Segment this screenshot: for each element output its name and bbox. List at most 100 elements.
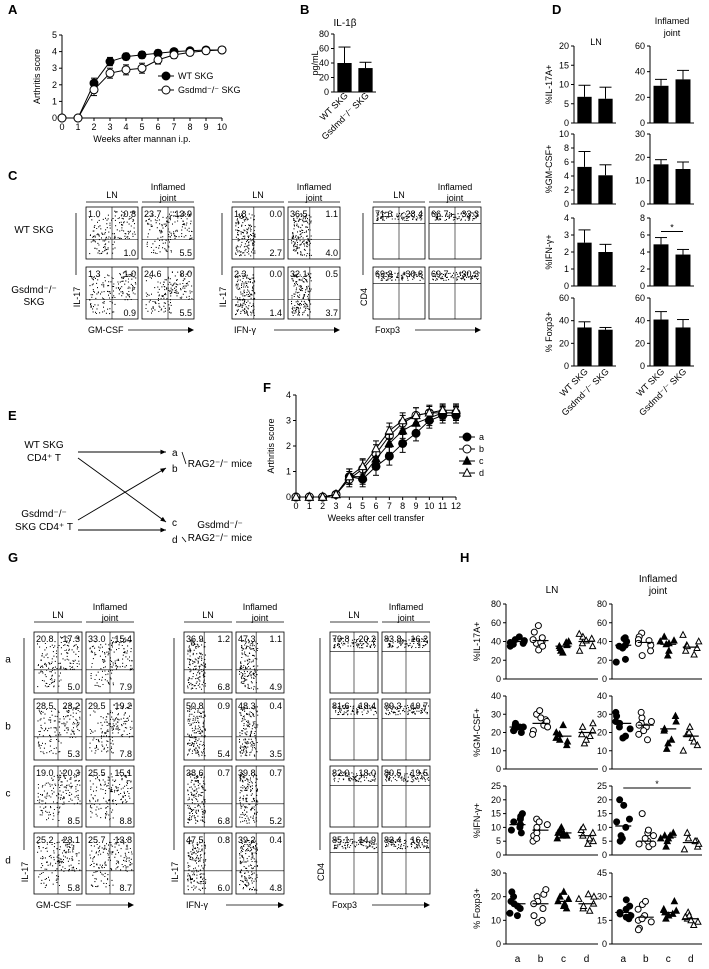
event-dots — [187, 839, 207, 891]
donor-label: WT SKG — [24, 440, 63, 451]
scatter-H-7: 0 15 30 45 — [597, 868, 702, 949]
column-header: LN — [52, 610, 64, 620]
quadrant-value-ul: 80.5 — [384, 768, 402, 778]
column-header: LN — [348, 610, 360, 620]
x-axis-label: GM-CSF — [88, 325, 124, 335]
y-tick-label: 20 — [491, 655, 501, 665]
event-dots — [235, 213, 256, 257]
row-label: Gsdmd⁻/⁻ — [11, 285, 57, 296]
bar — [653, 244, 669, 286]
data-point — [304, 491, 315, 501]
data-point — [562, 904, 571, 912]
flow-plot: 29.5 19.2 7.8 — [85, 698, 135, 761]
data-point — [560, 899, 569, 907]
data-point — [121, 65, 131, 75]
event-dots — [385, 838, 429, 850]
event-dots — [385, 771, 430, 783]
y-tick-label: 1 — [286, 467, 291, 477]
data-point — [530, 628, 538, 636]
y-tick-label: 0 — [52, 113, 57, 123]
y-tick-label: 40 — [559, 316, 569, 326]
event-dots — [333, 838, 377, 850]
y-tick-label: 3 — [564, 230, 569, 240]
y-tick-label: 2 — [640, 264, 645, 274]
y-tick-label: 15 — [597, 915, 607, 925]
bracket — [181, 536, 187, 543]
quadrant-value-ul: 39.2 — [238, 835, 256, 845]
x-tick-label: c — [561, 954, 566, 965]
data-point — [137, 63, 147, 73]
y-tick-label: 40 — [491, 637, 501, 647]
x-tick-label: 12 — [451, 501, 461, 511]
y-tick-label: 0 — [602, 939, 607, 949]
flow-plot: 23.7 13.9 5.5 — [141, 206, 195, 260]
data-point — [411, 409, 421, 420]
quadrant-value-ur: 1.2 — [217, 634, 230, 644]
quadrant-value-ur: 33.3 — [461, 209, 479, 219]
column-header: joint — [251, 613, 269, 623]
quadrant-value-ul: 47.3 — [238, 634, 256, 644]
quadrant-value-ul: 85.1 — [332, 835, 350, 845]
quadrant-value-lr: 5.3 — [67, 749, 80, 759]
arrow-line — [77, 467, 167, 521]
scatter-H-0: 0 20 40 60 80 %IL-17A+ — [472, 599, 598, 684]
x-tick-label: 3 — [107, 122, 112, 132]
flow-plot: 1.0 0.8 1.0 — [85, 206, 139, 260]
event-dots — [187, 639, 207, 690]
data-point — [556, 892, 564, 900]
y-tick-label: 0 — [496, 764, 501, 774]
bracket — [181, 451, 187, 465]
data-point — [683, 828, 692, 836]
data-point — [384, 451, 394, 461]
quadrant-value-ur: 13.8 — [114, 835, 132, 845]
y-tick-label: 0 — [640, 118, 645, 128]
data-point — [612, 658, 620, 666]
data-point — [660, 726, 668, 734]
x-tick-label: c — [666, 954, 671, 965]
flow-plot: 66.7 33.3 — [428, 206, 482, 260]
quadrant-value-lr: 7.9 — [119, 682, 132, 692]
data-point — [679, 746, 688, 754]
flow-plot: 33.0 15.4 7.9 — [85, 631, 135, 694]
data-point — [506, 909, 514, 917]
x-tick-label: 4 — [123, 122, 128, 132]
quadrant-value-ul: 81.6 — [332, 701, 350, 711]
legend-label: c — [479, 456, 484, 466]
column-header: joint — [397, 613, 415, 623]
x-tick-label: 0 — [293, 501, 298, 511]
data-point — [622, 896, 630, 904]
arrow-head — [128, 902, 134, 908]
quadrant-value-ur: 0.5 — [325, 269, 338, 279]
x-tick-label: 1 — [307, 501, 312, 511]
bar — [598, 98, 613, 123]
data-point — [670, 636, 678, 644]
column-header: LN — [393, 190, 405, 200]
quadrant-value-ur: 13.9 — [174, 209, 192, 219]
quadrant-value-ur: 23.1 — [62, 835, 80, 845]
chart-D: LNInflamedjoint05101520%IL-17A+020406002… — [544, 16, 694, 418]
y-tick-label: 1 — [52, 96, 57, 106]
flow-plot: 20.8 17.3 5.0 — [33, 631, 83, 694]
data-point — [437, 404, 448, 414]
quadrant-value-ur: 18.4 — [358, 701, 376, 711]
data-point — [693, 740, 702, 749]
arm-label: a — [172, 448, 178, 459]
quadrant-value-lr: 3.7 — [325, 308, 338, 318]
y-tick-label: 4 — [286, 390, 291, 400]
data-point — [649, 840, 657, 848]
y-tick-label: 40 — [635, 316, 645, 326]
panel-label-H: H — [460, 550, 469, 565]
quadrant-value-lr: 4.8 — [269, 883, 282, 893]
y-tick-label: 20 — [597, 655, 607, 665]
column-header: Inflamed — [297, 182, 332, 192]
y-tick-label: 60 — [597, 618, 607, 628]
quadrant-value-ul: 19.0 — [36, 768, 54, 778]
quadrant-value-ur: 17.3 — [62, 634, 80, 644]
quadrant-value-lr: 1.0 — [123, 248, 136, 258]
x-tick-label: a — [620, 954, 626, 965]
y-axis-label: pg/mL — [310, 50, 320, 75]
donor-label: Gsdmd⁻/⁻ — [21, 509, 67, 520]
data-point — [153, 55, 163, 65]
quadrant-value-ur: 20.2 — [358, 634, 376, 644]
